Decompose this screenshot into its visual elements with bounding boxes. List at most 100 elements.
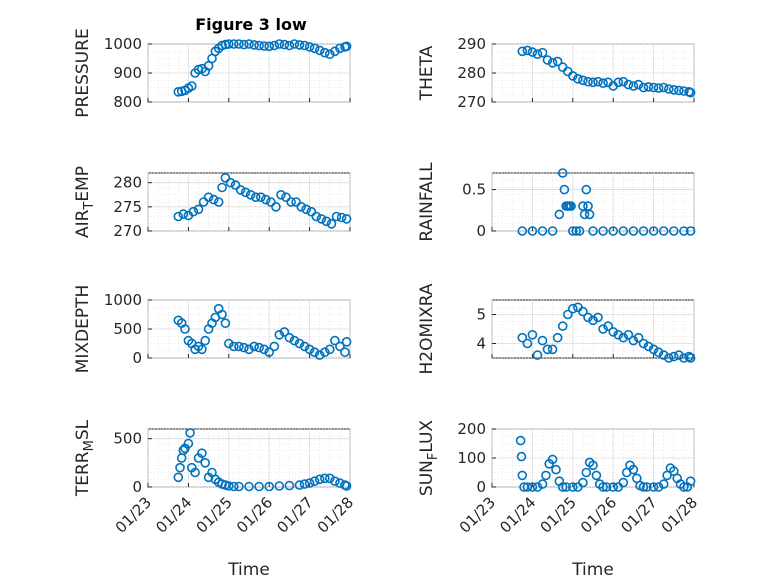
data-point	[330, 335, 340, 346]
data-point	[220, 318, 231, 329]
data-point	[299, 40, 310, 51]
data-point	[306, 206, 317, 217]
y-tick-label: 4	[476, 335, 486, 353]
x-tick-label: 01/27	[617, 493, 660, 536]
y-tick-label: 800	[113, 93, 142, 111]
data-point	[244, 481, 254, 492]
data-point	[517, 332, 528, 343]
data-point	[561, 482, 571, 492]
x-tick-label: 01/26	[233, 493, 276, 536]
data-point	[173, 211, 184, 222]
data-point	[299, 341, 310, 352]
data-point	[588, 226, 598, 236]
data-point	[668, 85, 679, 95]
y-tick-label: 270	[113, 222, 142, 240]
data-point	[643, 341, 654, 352]
data-point	[217, 309, 227, 320]
data-point	[217, 182, 227, 193]
data-point	[527, 482, 538, 492]
data-point	[331, 211, 342, 222]
data-point	[623, 329, 634, 340]
data-point	[336, 212, 347, 223]
data-point	[314, 350, 325, 360]
data-point	[230, 180, 241, 190]
data-point	[537, 479, 548, 489]
x-tick-label: 01/24	[152, 493, 195, 536]
data-point	[235, 185, 246, 195]
data-point	[679, 226, 689, 236]
data-point	[522, 338, 533, 349]
data-point	[319, 347, 330, 358]
data-point	[685, 226, 696, 236]
data-point	[567, 226, 578, 236]
data-point	[341, 481, 352, 491]
x-tick-label: 01/24	[496, 493, 539, 536]
data-point	[658, 82, 669, 93]
x-tick-label: 01/26	[577, 493, 620, 536]
data-point	[583, 312, 593, 323]
data-point	[324, 473, 335, 484]
x-tick-label: 01/27	[273, 493, 316, 536]
data-point	[542, 55, 553, 65]
data-point	[284, 332, 295, 343]
data-point	[220, 173, 231, 183]
data-point	[554, 209, 565, 220]
data-point	[304, 344, 315, 355]
subplot-3: 270 275 280 AIRTEMP	[73, 166, 352, 240]
data-point	[304, 478, 315, 488]
data-point	[537, 226, 548, 236]
subplot-4: 0 0.5 RAINFALL	[417, 162, 696, 242]
data-point	[547, 344, 558, 355]
data-point	[653, 83, 664, 93]
data-point	[516, 451, 527, 462]
data-point	[229, 481, 239, 492]
data-point	[279, 39, 290, 50]
data-point	[515, 435, 526, 446]
data-point	[234, 39, 244, 49]
data-point	[274, 39, 285, 49]
data-point	[598, 482, 608, 492]
subplot-6: 4 5 H2OMIXRA	[417, 283, 696, 375]
data-point	[653, 482, 664, 492]
y-axis-label: SUNFLUX	[417, 420, 441, 497]
data-point	[311, 211, 322, 222]
data-point	[291, 197, 301, 207]
data-point	[685, 87, 696, 98]
data-point	[187, 81, 197, 91]
data-point	[254, 481, 264, 492]
data-point	[591, 470, 602, 481]
data-point	[301, 204, 312, 215]
data-point	[562, 309, 573, 320]
x-tick-label: 01/23	[112, 493, 155, 536]
data-point	[279, 327, 290, 337]
data-point	[674, 350, 684, 360]
data-point	[259, 41, 269, 51]
y-tick-label: 0	[476, 222, 486, 240]
data-point	[340, 347, 350, 358]
data-point	[552, 56, 563, 67]
data-point	[581, 467, 592, 478]
data-point	[284, 480, 295, 491]
y-tick-label: 200	[457, 420, 486, 438]
data-point	[578, 306, 588, 317]
data-point	[208, 194, 219, 205]
data-point	[178, 445, 189, 456]
x-tick-label: 01/25	[537, 493, 580, 536]
data-point	[239, 342, 249, 353]
data-point	[618, 226, 629, 236]
y-tick-label: 0	[132, 478, 142, 496]
data-point	[254, 342, 264, 353]
y-tick-label: 900	[113, 64, 142, 82]
y-tick-label: 270	[457, 93, 486, 111]
data-point	[648, 226, 659, 236]
data-point	[190, 467, 200, 478]
figure-title: Figure 3 low	[195, 15, 307, 34]
data-point	[685, 476, 696, 487]
data-point	[286, 197, 296, 207]
data-point	[309, 43, 320, 54]
data-point	[254, 40, 264, 51]
data-point	[224, 338, 234, 349]
data-point	[341, 41, 352, 52]
data-point	[175, 462, 185, 473]
